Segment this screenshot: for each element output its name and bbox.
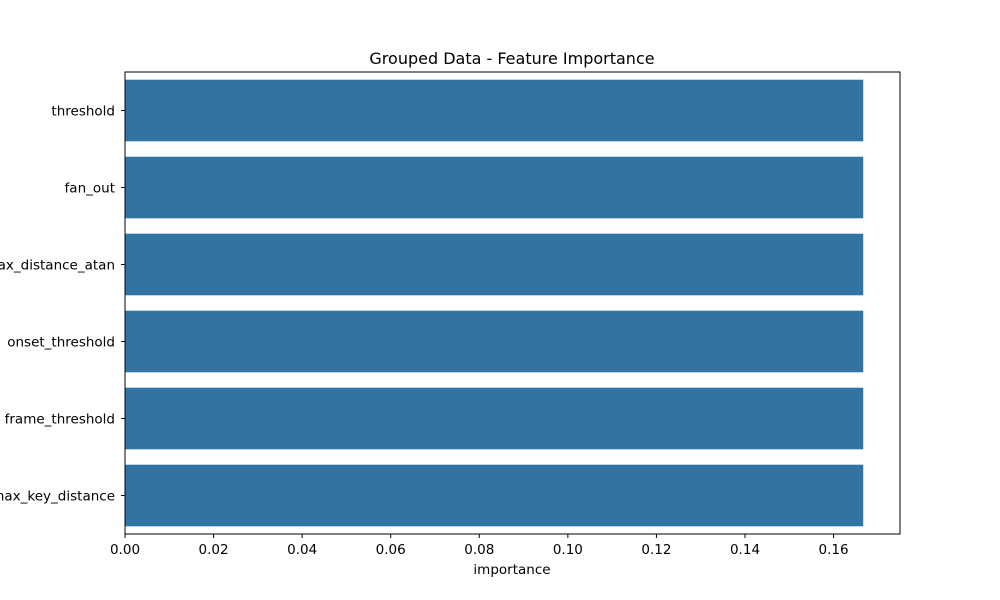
x-tick-label: 0.10: [553, 542, 583, 558]
y-tick-label: onset_threshold: [7, 335, 115, 351]
y-tick-label: max_distance_atan: [0, 258, 115, 274]
x-tick-label: 0.12: [641, 542, 671, 558]
bar-max-key-distance: [125, 464, 864, 527]
bar-frame-threshold: [125, 387, 864, 450]
bar-threshold: [125, 79, 864, 142]
y-tick-label: max_key_distance: [0, 489, 115, 505]
x-tick-label: 0.16: [819, 542, 849, 558]
y-axis: threshold fan_out max_distance_atan onset_t…: [0, 104, 125, 505]
bar-onset-threshold: [125, 310, 864, 373]
x-tick-label: 0.08: [464, 542, 494, 558]
x-tick-label: 0.14: [730, 542, 760, 558]
x-tick-label: 0.02: [199, 542, 229, 558]
bar-fan-out: [125, 156, 864, 219]
y-tick-label: fan_out: [65, 181, 115, 197]
y-tick-label: threshold: [51, 104, 115, 120]
bars-group: [125, 79, 864, 527]
x-axis: 0.00 0.02 0.04 0.06 0.08 0.10 0.12 0.14 0.16: [110, 534, 849, 558]
chart-title: Grouped Data - Feature Importance: [369, 49, 654, 68]
x-tick-label: 0.04: [287, 542, 317, 558]
y-tick-label: frame_threshold: [5, 412, 115, 428]
x-axis-label: importance: [473, 562, 550, 578]
plot-frame: [124, 71, 901, 535]
x-tick-label: 0.06: [376, 542, 406, 558]
x-tick-label: 0.00: [110, 542, 140, 558]
bar-max-distance-atan: [125, 233, 864, 296]
